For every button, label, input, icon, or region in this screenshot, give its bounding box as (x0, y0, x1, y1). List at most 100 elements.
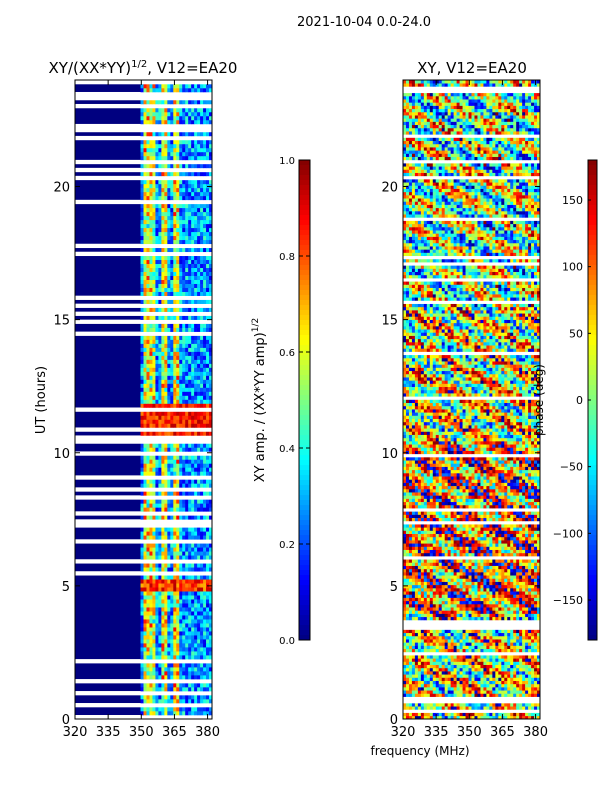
left-heat-cell (206, 455, 210, 460)
left-heat-cell (164, 447, 168, 452)
right-heat-cell (534, 600, 538, 605)
right-heat-cell (528, 658, 532, 662)
right-heat-cell (444, 629, 448, 634)
right-heat-cell (417, 706, 422, 710)
left-heat-cell (194, 271, 198, 276)
right-heat-cell (492, 677, 496, 681)
left-heat-cell (188, 131, 192, 137)
right-heat-cell (480, 655, 484, 659)
left-heat-cell (206, 147, 210, 153)
right-heat-cell (441, 639, 445, 643)
right-heat-cell (510, 597, 514, 602)
right-heat-cell (492, 712, 496, 717)
right-heat-cell (537, 632, 541, 637)
left-heat-cell (203, 219, 207, 225)
right-heat-cell (420, 712, 425, 717)
right-heat-cell (516, 572, 520, 576)
colorbar-segment (299, 360, 310, 366)
right-heat-cell (456, 616, 460, 621)
left-heat-cell (161, 399, 165, 404)
left-heat-cell (203, 651, 207, 656)
left-heat-cell (158, 415, 162, 420)
left-heat-cell (146, 627, 150, 632)
left-heat-cell (176, 607, 180, 612)
right-heat-cell (480, 568, 484, 573)
right-heat-cell (456, 632, 460, 637)
left-heat-cell (167, 707, 171, 712)
left-heat-cell (140, 635, 144, 640)
left-heat-cell (164, 195, 168, 201)
colorbar-segment (299, 430, 310, 436)
right-heat-cell (423, 597, 428, 602)
right-heat-cell (405, 597, 410, 602)
right-heat-cell (504, 635, 508, 640)
left-heat-cell (143, 203, 147, 209)
left-heat-cell (182, 231, 186, 237)
left-heat-cell (143, 223, 147, 229)
left-heat-cell (176, 375, 180, 380)
right-heat-cell (501, 635, 505, 640)
left-heat-cell (188, 547, 192, 552)
left-heat-cell (206, 183, 210, 189)
left-heat-cell (143, 363, 147, 368)
left-heat-cell (176, 235, 180, 241)
left-heatmap (75, 80, 213, 720)
left-heat-cell (176, 155, 180, 161)
left-heat-cell (164, 503, 168, 508)
left-heat-cell (197, 455, 201, 460)
left-heat-cell (170, 107, 174, 113)
right-heat-cell (516, 607, 520, 611)
right-heat-cell (459, 607, 463, 611)
left-heat-cell (161, 383, 165, 388)
colorbar-segment (299, 560, 310, 566)
left-heat-cell (191, 379, 195, 384)
right-heat-cell (516, 603, 520, 608)
left-heat-cell (194, 431, 198, 436)
left-heat-cell (170, 151, 174, 157)
left-heat-cell (158, 591, 162, 596)
right-heat-cell (495, 594, 499, 598)
right-heat-cell (495, 655, 499, 659)
left-heat-cell (188, 623, 192, 628)
left-heat-cell (206, 203, 210, 209)
left-heat-cell (167, 203, 171, 209)
left-heat-cell (158, 107, 162, 113)
colorbar-segment (299, 305, 310, 311)
right-heat-cell (519, 635, 523, 640)
left-heat-cell (161, 107, 165, 113)
right-heat-cell (504, 690, 508, 694)
left-heat-cell (167, 631, 171, 636)
left-heat-cell (182, 279, 186, 284)
right-heat-cell (432, 594, 437, 598)
left-heat-cell (170, 555, 174, 560)
left-heat-cell (194, 695, 198, 700)
right-heat-cell (522, 581, 526, 586)
right-heat-cell (417, 683, 422, 688)
left-heat-cell (209, 711, 213, 716)
left-heat-cell (140, 463, 144, 468)
right-heat-cell (403, 588, 407, 592)
left-heat-cell (191, 543, 195, 548)
right-heat-cell (426, 639, 431, 643)
left-heat-cell (146, 223, 150, 229)
left-heat-cell (152, 615, 156, 620)
right-heat-cell (492, 594, 496, 598)
right-heat-cell (423, 613, 428, 618)
left-heat-cell (206, 383, 210, 388)
right-heat-cell (471, 658, 475, 662)
left-heat-cell (170, 351, 174, 356)
right-heat-cell (447, 648, 451, 653)
left-heat-cell (143, 599, 147, 604)
right-heat-cell (537, 639, 541, 643)
left-heat-cell (152, 675, 156, 680)
left-heat-cell (167, 647, 171, 652)
left-heat-cell (203, 683, 207, 688)
right-heat-cell (444, 635, 448, 640)
left-heat-cell (164, 707, 168, 712)
right-heat-cell (465, 648, 469, 653)
right-heat-cell (516, 597, 520, 602)
left-heat-cell (161, 447, 165, 452)
colorbar-segment (299, 635, 310, 641)
right-heat-cell (450, 578, 454, 582)
left-plot-frame (74, 79, 213, 720)
